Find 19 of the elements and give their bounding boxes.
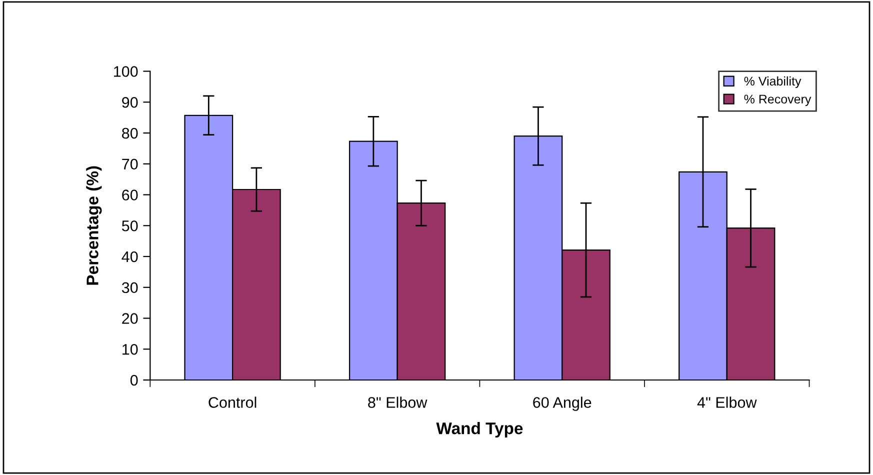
y-tick-label: 90 (122, 96, 138, 108)
x-tick-label: 60 Angle (533, 396, 592, 411)
x-tick-label: 4" Elbow (697, 396, 757, 408)
x-axis-title: Wand Type (436, 422, 523, 438)
y-tick-label: 70 (122, 158, 138, 170)
x-tick-label: 8" Elbow (368, 396, 428, 408)
y-tick-label: 80 (122, 128, 138, 139)
y-tick-label: 0 (130, 374, 138, 386)
legend-label: % Viability (744, 76, 802, 88)
y-tick-label: 60 (122, 190, 138, 200)
y-tick-label: 10 (122, 344, 138, 355)
y-tick-label: 100 (114, 66, 138, 77)
y-tick-label: 30 (122, 282, 138, 294)
y-tick-label: 40 (122, 251, 138, 262)
y-axis-title: Percentage (%) (86, 166, 102, 285)
x-tick-label: Control (208, 396, 256, 408)
legend-label: % Recovery (744, 94, 812, 106)
y-tick-label: 50 (122, 220, 138, 232)
y-tick-label: 20 (122, 313, 138, 324)
